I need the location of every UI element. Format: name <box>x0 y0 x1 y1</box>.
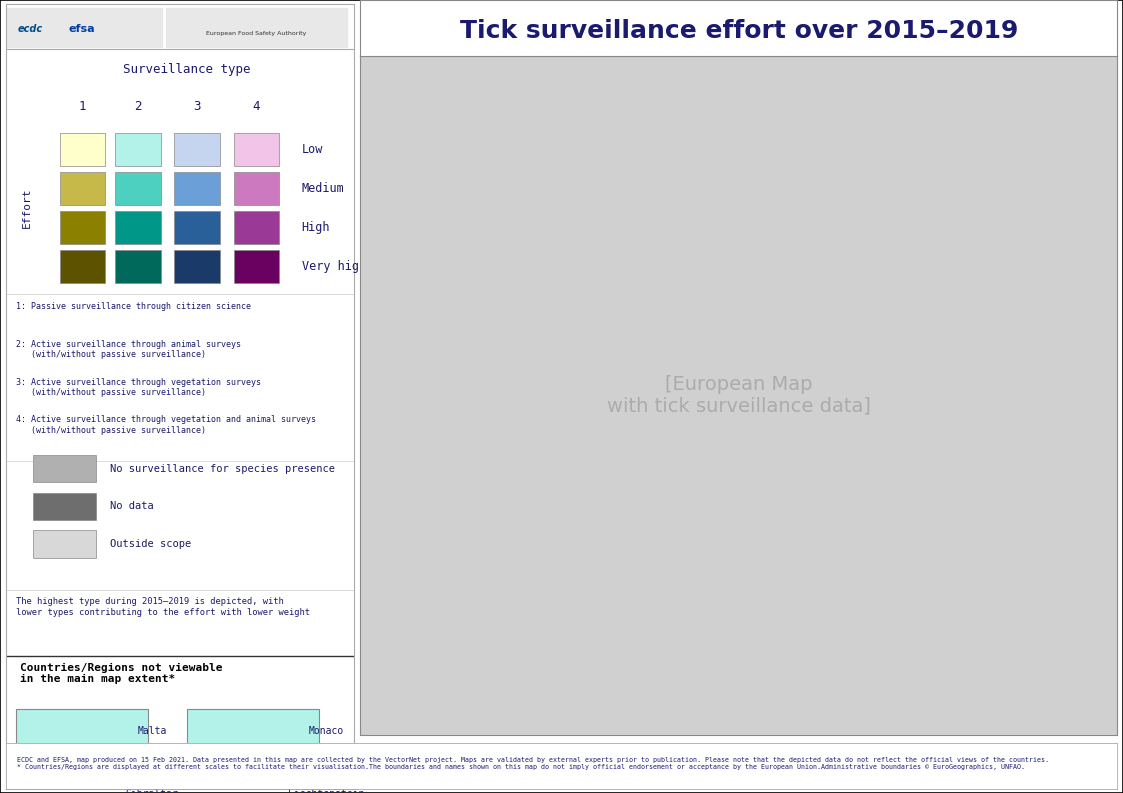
FancyBboxPatch shape <box>34 492 97 520</box>
FancyBboxPatch shape <box>186 772 319 793</box>
FancyBboxPatch shape <box>16 710 148 753</box>
FancyBboxPatch shape <box>174 211 220 244</box>
Text: 4: 4 <box>253 100 261 113</box>
Text: Outside scope: Outside scope <box>110 539 191 549</box>
Text: European Food Safety Authority: European Food Safety Authority <box>207 31 307 36</box>
Text: The highest type during 2015–2019 is depicted, with
lower types contributing to : The highest type during 2015–2019 is dep… <box>16 597 310 617</box>
Text: 1: Passive surveillance through citizen science: 1: Passive surveillance through citizen … <box>16 302 252 312</box>
Text: Surveillance type: Surveillance type <box>122 63 250 76</box>
FancyBboxPatch shape <box>186 710 319 753</box>
FancyBboxPatch shape <box>16 772 148 793</box>
Text: 4: Active surveillance through vegetation and animal surveys
   (with/without pa: 4: Active surveillance through vegetatio… <box>16 416 316 435</box>
FancyBboxPatch shape <box>234 132 279 166</box>
FancyBboxPatch shape <box>174 132 220 166</box>
FancyBboxPatch shape <box>234 211 279 244</box>
FancyBboxPatch shape <box>116 172 161 205</box>
Bar <box>166 8 347 47</box>
FancyBboxPatch shape <box>34 455 97 482</box>
FancyBboxPatch shape <box>234 172 279 205</box>
Text: 3: 3 <box>193 100 201 113</box>
Text: ECDC and EFSA, map produced on 15 Feb 2021. Data presented in this map are colle: ECDC and EFSA, map produced on 15 Feb 20… <box>17 757 1049 770</box>
Text: ecdc: ecdc <box>18 24 43 34</box>
Text: 2: Active surveillance through animal surveys
   (with/without passive surveilla: 2: Active surveillance through animal su… <box>16 340 241 359</box>
FancyBboxPatch shape <box>60 172 104 205</box>
Text: Very high: Very high <box>301 260 366 274</box>
Text: Medium: Medium <box>301 182 345 195</box>
Text: Tick surveillance effort over 2015–2019: Tick surveillance effort over 2015–2019 <box>459 18 1019 43</box>
Text: [European Map
with tick surveillance data]: [European Map with tick surveillance dat… <box>608 375 870 416</box>
Text: No surveillance for species presence: No surveillance for species presence <box>110 464 335 473</box>
FancyBboxPatch shape <box>34 531 97 557</box>
Text: 2: 2 <box>134 100 141 113</box>
Text: Liechtenstein: Liechtenstein <box>287 789 364 793</box>
FancyBboxPatch shape <box>60 211 104 244</box>
Text: 1: 1 <box>79 100 86 113</box>
FancyBboxPatch shape <box>174 251 220 283</box>
Text: Malta: Malta <box>137 726 166 736</box>
Text: efsa: efsa <box>69 24 95 34</box>
FancyBboxPatch shape <box>116 211 161 244</box>
Bar <box>6 8 163 47</box>
FancyBboxPatch shape <box>60 251 104 283</box>
Text: Monaco: Monaco <box>309 726 344 736</box>
FancyBboxPatch shape <box>60 132 104 166</box>
Text: Gibraltar: Gibraltar <box>126 789 179 793</box>
Text: Low: Low <box>301 143 323 155</box>
Text: Effort: Effort <box>21 188 31 228</box>
FancyBboxPatch shape <box>116 251 161 283</box>
FancyBboxPatch shape <box>174 172 220 205</box>
Text: Countries/Regions not viewable
in the main map extent*: Countries/Regions not viewable in the ma… <box>19 663 222 684</box>
Text: 3: Active surveillance through vegetation surveys
   (with/without passive surve: 3: Active surveillance through vegetatio… <box>16 377 261 397</box>
Text: No data: No data <box>110 501 154 511</box>
FancyBboxPatch shape <box>234 251 279 283</box>
Text: High: High <box>301 221 330 234</box>
FancyBboxPatch shape <box>116 132 161 166</box>
